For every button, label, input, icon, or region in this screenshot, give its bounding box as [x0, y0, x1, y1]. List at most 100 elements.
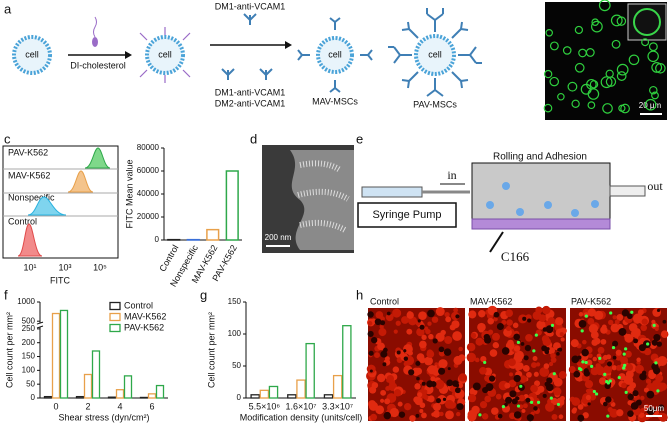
red-cell [366, 364, 376, 374]
dark-patch [367, 311, 374, 318]
antibody-label: DM2-anti-VCAM1 [215, 98, 286, 108]
arrowhead [125, 51, 132, 59]
red-cell [439, 411, 444, 417]
red-cell [587, 317, 595, 325]
sample-label: PAV-K562 [8, 147, 48, 157]
cell-label: cell [25, 49, 39, 59]
red-cell [591, 339, 599, 346]
red-cell [505, 309, 514, 317]
dark-patch [520, 341, 525, 346]
y-axis-label: Cell count per mm² [4, 312, 14, 388]
green-cell [630, 310, 634, 314]
sample-label: Nonspecific [8, 192, 55, 202]
dark-patch [415, 413, 420, 418]
green-cell [624, 390, 628, 395]
dark-patch [438, 346, 445, 353]
panel-label: c [4, 131, 11, 146]
red-cell [588, 353, 593, 359]
red-cell [532, 356, 538, 361]
red-cell [377, 373, 386, 383]
red-cell [385, 313, 394, 322]
red-cell [493, 342, 500, 349]
y-tick-label: 150 [228, 297, 242, 306]
red-cell [600, 326, 608, 334]
red-cell [427, 321, 432, 326]
red-cell [379, 324, 384, 330]
dark-patch [446, 379, 454, 387]
green-cell [577, 366, 582, 371]
dark-patch [524, 344, 532, 352]
red-cell [427, 365, 437, 375]
cell-ring [587, 101, 596, 110]
red-cell [380, 389, 387, 396]
cell-ring [585, 48, 595, 57]
red-cell [568, 365, 576, 373]
cell-ring [591, 20, 603, 33]
green-cell [608, 379, 612, 383]
dark-patch [442, 397, 447, 402]
cell-ring [628, 54, 640, 66]
red-cell [548, 361, 554, 367]
dark-patch [542, 327, 548, 332]
red-cell [457, 382, 464, 389]
red-cell [519, 375, 527, 383]
green-cell [624, 347, 628, 351]
red-cell [590, 367, 599, 376]
cell-membrane [316, 36, 354, 74]
red-cell [513, 345, 521, 352]
red-cell [432, 402, 441, 412]
cell-ring [543, 103, 553, 113]
green-cell [516, 340, 520, 345]
green-cell [536, 400, 541, 404]
red-cell [432, 410, 441, 418]
syringe [361, 186, 423, 198]
cell-ring [598, 0, 611, 12]
dark-patch [541, 345, 548, 352]
red-cell [602, 354, 609, 361]
legend-swatch [109, 323, 121, 333]
dark-patch [639, 373, 647, 381]
red-cell [550, 352, 556, 359]
dark-patch [371, 337, 378, 344]
y-tick-label: 80000 [137, 143, 160, 152]
red-cell [489, 349, 498, 357]
red-cell [449, 324, 456, 331]
dark-patch [513, 411, 522, 419]
red-cell [636, 357, 641, 363]
red-cell [470, 332, 477, 339]
x-tick-label: 10¹ [23, 262, 36, 272]
dark-patch [633, 338, 639, 344]
red-cell [539, 367, 550, 377]
cell-ring [545, 29, 554, 37]
green-cell [516, 404, 521, 408]
flow-chamber [471, 162, 611, 230]
red-cell [640, 407, 646, 413]
bar [155, 384, 165, 399]
red-cell [508, 379, 517, 388]
red-cell [414, 383, 421, 390]
cell-membrane [12, 35, 52, 75]
cell-ring [616, 71, 627, 81]
dark-patch [602, 401, 608, 407]
dark-patch [408, 369, 415, 376]
green-cell [556, 402, 561, 407]
dark-patch [653, 333, 661, 342]
green-cell [590, 364, 594, 368]
dark-patch [454, 387, 461, 394]
x-tick-label: 10⁵ [93, 262, 107, 272]
dark-patch [577, 414, 585, 422]
green-cell [550, 323, 555, 327]
dark-patch [656, 341, 663, 347]
dark-patch [496, 322, 504, 331]
red-cell [428, 333, 434, 340]
dark-patch [627, 410, 634, 417]
red-cell [508, 358, 516, 367]
y-tick-label: 150 [22, 352, 36, 361]
dark-patch [403, 349, 407, 353]
red-cell [626, 385, 634, 393]
dark-patch [544, 381, 550, 387]
dark-patch [501, 347, 510, 355]
red-cell [643, 387, 649, 393]
red-cell [607, 406, 613, 413]
dark-patch [618, 328, 627, 336]
